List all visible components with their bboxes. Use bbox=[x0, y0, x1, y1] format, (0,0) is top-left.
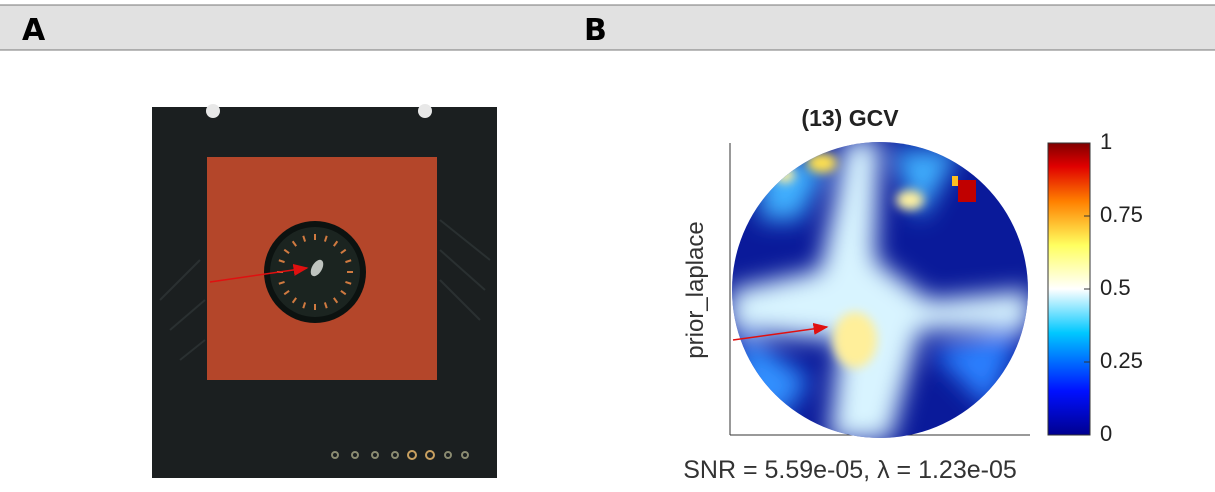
ring-dash bbox=[302, 302, 307, 309]
header-band bbox=[0, 5, 1215, 50]
ring-dash bbox=[345, 259, 352, 264]
ring-dash bbox=[302, 235, 307, 242]
colorbar-ticks: 0 0.25 0.5 0.75 1 bbox=[1084, 129, 1143, 446]
colorbar bbox=[1047, 142, 1091, 436]
heatmap bbox=[732, 142, 1028, 438]
arrow bbox=[732, 322, 829, 341]
colorbar-tick-label: 0.25 bbox=[1100, 348, 1143, 373]
colorbar-tick-label: 0.75 bbox=[1100, 202, 1143, 227]
ring-dash bbox=[291, 240, 297, 247]
plot-title: (13) GCV bbox=[801, 105, 899, 131]
caption: SNR = 5.59e-05, λ = 1.23e-05 bbox=[683, 456, 1017, 484]
colorbar-tick-label: 1 bbox=[1100, 129, 1112, 154]
panel-label: A bbox=[22, 13, 46, 48]
ring-dash bbox=[278, 280, 285, 285]
ring-dash bbox=[283, 248, 290, 254]
panel-label: B bbox=[584, 13, 607, 48]
ring-dash bbox=[333, 297, 339, 304]
photo bbox=[152, 104, 497, 478]
colorbar-tick-label: 0 bbox=[1100, 421, 1112, 446]
ring-dash bbox=[323, 235, 328, 242]
colorbar-tick-label: 0.5 bbox=[1100, 275, 1131, 300]
ring-dash bbox=[333, 240, 339, 247]
ring-dash bbox=[283, 290, 290, 296]
ring-dash bbox=[345, 280, 352, 285]
ring-dash bbox=[291, 297, 297, 304]
ring-dash bbox=[340, 248, 347, 254]
ring-dash bbox=[323, 302, 328, 309]
y-axis-label: prior_laplace bbox=[682, 221, 709, 358]
ring-dash bbox=[340, 290, 347, 296]
ring-dash bbox=[278, 259, 285, 264]
